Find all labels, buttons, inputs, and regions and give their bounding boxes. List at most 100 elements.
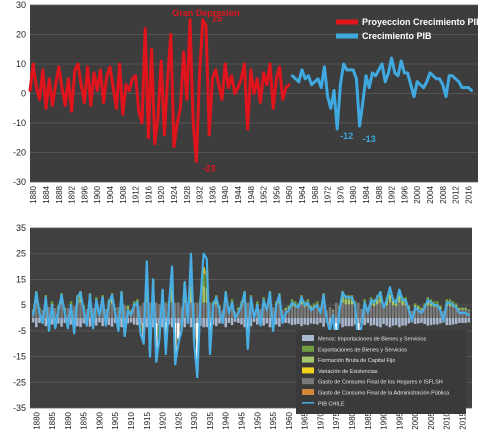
bar-importaciones [161,318,164,328]
bar-exportaciones [132,301,136,304]
x-tick-label: 1988 [375,185,384,203]
bar-hogares [287,308,291,318]
data-point [380,62,384,66]
data-point [108,65,112,69]
pib-data-point [344,296,347,299]
pib-data-point [193,342,196,345]
data-point [310,83,313,87]
data-point [297,80,301,84]
bar-hogares [369,305,373,318]
data-point [230,74,234,78]
y-tick-label: -20 [13,148,26,158]
bar-hogares [95,305,98,318]
bar-importaciones [413,318,417,325]
bar-importaciones [38,318,41,323]
pib-data-point [205,257,208,260]
bar-hogares [316,307,319,318]
pib-data-point [294,304,297,307]
bar-fbkf [344,299,347,305]
bar-hogares [376,304,379,318]
bar-exportaciones [429,299,433,303]
bar-hogares [101,304,104,318]
bar-hogares [410,310,414,318]
pib-data-point [430,301,432,304]
data-point [89,103,93,107]
bar-importaciones [436,318,439,325]
data-point [54,83,57,87]
data-point [470,89,473,92]
data-point [393,71,397,75]
bar-hogares [47,307,51,318]
data-point [185,98,189,101]
data-point [204,24,208,28]
bar-importaciones [189,318,193,328]
bar-importaciones [215,318,218,327]
data-point [319,86,323,89]
pib-data-point [114,311,117,314]
bar-hogares [265,308,269,318]
data-point [278,65,281,69]
bar-hogares [451,307,455,318]
legend-entry: Gasto de Consumo Final de los Hogares e … [318,380,443,386]
bar-fbkf [347,299,351,305]
bar-importaciones [290,318,294,326]
bar-importaciones [312,318,316,325]
data-point [265,83,269,87]
bar-hogares [372,306,376,318]
bar-stack [388,288,392,328]
bar-hogares [432,307,436,318]
bar-fbkf [379,296,382,303]
data-point [463,86,467,89]
bar-hogares [145,302,149,318]
pib-data-point [284,311,287,314]
bar-hogares [429,306,433,318]
x-tick-label: 1955 [269,411,278,429]
bar-hogares [72,306,76,318]
x-tick-label: 1892 [68,185,77,203]
bar-importaciones [372,318,376,326]
bar-exportaciones [366,307,370,309]
y-tick-label: -15 [13,352,26,362]
data-point [143,27,147,30]
data-point [243,62,246,66]
pib-data-point [467,314,470,317]
bar-exportaciones [451,301,455,304]
bar-hogares [53,307,57,318]
data-point [435,77,438,81]
bar-exportaciones [432,301,436,304]
y-tick-label: 10 [16,59,26,69]
data-point [307,74,310,78]
pib-data-point [168,304,170,307]
bar-importaciones [461,318,464,323]
bar-exportaciones [420,307,423,309]
data-point [137,109,141,113]
data-point [179,106,182,110]
x-tick-label: 1880 [29,185,38,203]
data-point [38,98,41,101]
bar-importaciones [79,318,82,328]
bar-hogares [85,308,89,318]
bar-importaciones [363,318,366,326]
bar-hogares [180,307,183,318]
annotation-label: -23 [203,163,216,173]
data-point [284,86,288,89]
data-point [403,71,406,75]
pib-data-point [130,314,132,317]
pib-data-point [458,311,461,314]
bar-fbkf [439,306,442,309]
bar-hogares [306,306,310,318]
data-point [332,89,336,92]
bar-fbkf [145,288,149,303]
data-point [35,86,38,89]
pib-data-point [461,311,464,314]
bar-importaciones [139,318,142,326]
bar-exportaciones [312,303,316,306]
gdp-components-bar-chart: 35 25 15 5 -5 -15 -25 -35 1880 1885 1890 1895 1900 19… [13,223,472,430]
bar-importaciones [309,318,313,324]
x-tick-label: 1916 [144,185,153,203]
x-tick-label: 2005 [427,411,436,429]
bar-importaciones [439,318,442,324]
bar-hogares [271,307,275,318]
data-point [447,74,451,78]
bar-exportaciones [331,309,335,311]
